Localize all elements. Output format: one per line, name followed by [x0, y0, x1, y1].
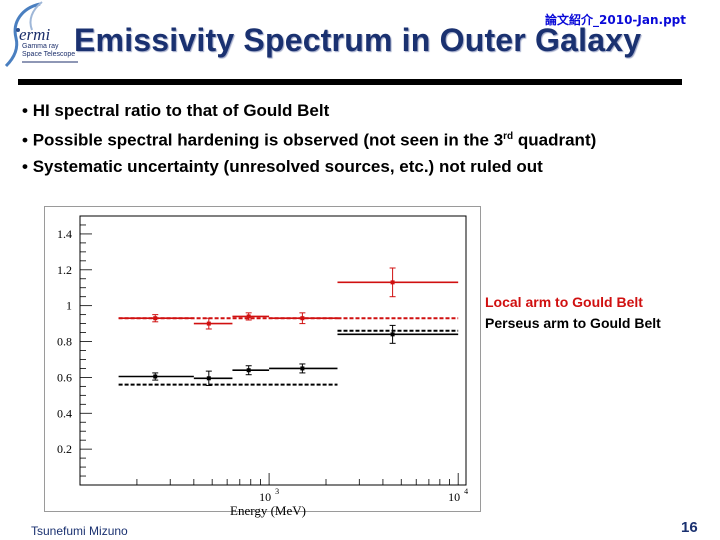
y-tick-label: 0.6 [57, 370, 72, 384]
data-point [153, 316, 158, 321]
data-point [390, 280, 395, 285]
x-axis-label: Energy (MeV) [230, 503, 306, 518]
title-rule [18, 79, 682, 85]
logo-subtitle: Gamma ray Space Telescope [22, 43, 76, 58]
page-number: 16 [681, 519, 698, 536]
data-point [300, 366, 305, 371]
y-tick-label: 1.4 [57, 227, 72, 241]
data-point [390, 332, 395, 337]
y-tick-label: 1.2 [57, 263, 72, 277]
file-tag: 論文紹介_2010-Jan.ppt [545, 13, 686, 27]
fermi-logo: ermi [4, 1, 78, 68]
author: Tsunefumi Mizuno [31, 524, 128, 538]
y-tick-label: 0.8 [57, 335, 72, 349]
bullet-item: • HI spectral ratio to that of Gould Bel… [22, 101, 330, 120]
logo-wordmark: ermi [19, 25, 50, 44]
data-point [246, 314, 251, 319]
slide-title: Emissivity Spectrum in Outer Galaxy [74, 22, 642, 58]
y-tick-label: 0.2 [57, 442, 72, 456]
bullet-item: • Systematic uncertainty (unresolved sou… [22, 156, 543, 176]
logo-swirl [4, 2, 41, 68]
chart-legend: Local arm to Gould Belt Perseus arm to G… [485, 292, 661, 334]
legend-local-arm: Local arm to Gould Belt [485, 294, 643, 310]
y-tick-label: 0.4 [57, 406, 72, 420]
data-point [153, 374, 158, 379]
y-tick-label: 1 [66, 299, 72, 313]
data-point [300, 316, 305, 321]
bullet-list: • HI spectral ratio to that of Gould Bel… [22, 98, 596, 180]
legend-perseus-arm: Perseus arm to Gould Belt [485, 315, 661, 331]
data-point [206, 321, 211, 326]
x-tick-label: 10 [259, 490, 271, 504]
data-point [246, 368, 251, 373]
plot-area [79, 215, 467, 486]
bullet-item: • Possible spectral hardening is observe… [22, 130, 597, 150]
data-point [206, 376, 211, 381]
chart-frame [44, 206, 481, 512]
logo-arc [29, 1, 43, 31]
x-tick-exponent: 3 [275, 487, 279, 496]
logo-star [16, 28, 20, 32]
x-tick-exponent: 4 [464, 487, 468, 496]
x-tick-label: 10 [448, 490, 460, 504]
